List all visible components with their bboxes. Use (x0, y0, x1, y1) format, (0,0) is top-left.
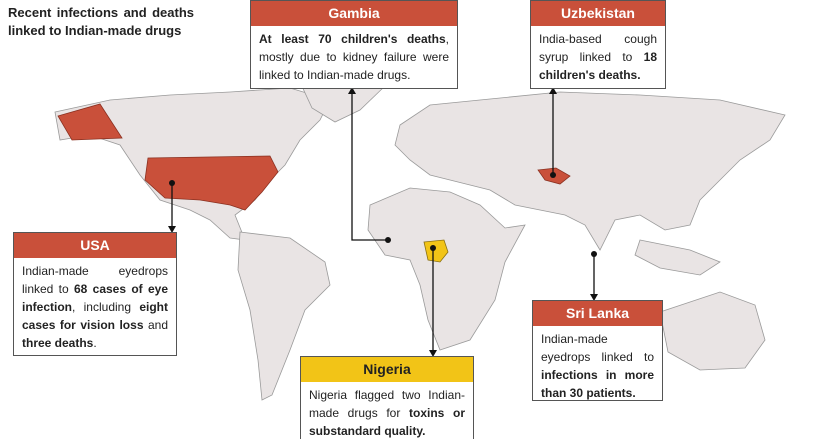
callout-body: Nigeria flagged two Indian-made drugs fo… (301, 382, 473, 439)
arrowhead (348, 87, 356, 94)
arrowhead (549, 87, 557, 94)
marker-dot (169, 180, 175, 186)
body-text: India-based cough syrup linked to (539, 32, 657, 64)
callout-box: USA Indian-made eyedrops linked to 68 cas… (13, 232, 177, 356)
callout-box: Uzbekistan India-based cough syrup linked… (530, 0, 666, 89)
south-america (237, 231, 331, 401)
title: Recent infections and deaths linked to I… (8, 5, 194, 38)
body-text: , including (72, 300, 140, 314)
arrowhead (429, 350, 437, 357)
body-text: , mostly due to kidney failure were link… (259, 32, 449, 82)
bold-text: three deaths (22, 336, 94, 350)
gambia-connector (351, 92, 388, 241)
bold-text: At least 70 children's deaths (259, 32, 446, 46)
callout-box: Gambia At least 70 children's deaths, mos… (250, 0, 458, 89)
usa-highlight (57, 103, 279, 211)
marker-dot (591, 251, 597, 257)
body-text: and (143, 318, 168, 332)
body-text: Indian-made eyedrops linked to (22, 264, 168, 296)
body-text: Indian-made eyedrops linked to (541, 332, 654, 364)
nigeria-highlight (423, 239, 449, 263)
callout-header: USA (14, 233, 176, 258)
callout-body: Indian-made eyedrops linked to 68 cases … (14, 258, 176, 356)
callout-header: Gambia (251, 1, 457, 26)
connectors (168, 87, 598, 357)
bold-text: 68 cases of eye infection (22, 282, 169, 314)
callout-body: At least 70 children's deaths, mostly du… (251, 26, 457, 88)
arrowhead (590, 294, 598, 301)
body-text: Nigeria flagged two Indian-made drugs fo… (309, 388, 465, 420)
arrowhead (168, 226, 176, 233)
bold-text: eight cases for vision loss (22, 300, 168, 332)
marker-dot (430, 245, 436, 251)
callout-header: Sri Lanka (533, 301, 662, 326)
southeast-asia (634, 239, 721, 276)
bold-text: infections in more than 30 patients. (541, 368, 654, 400)
australia (659, 291, 766, 371)
africa (367, 187, 526, 351)
bold-text: toxins or substandard quality. (309, 406, 466, 438)
callout-header: Nigeria (301, 357, 473, 382)
callout-header: Uzbekistan (531, 1, 665, 26)
body-text: . (93, 336, 97, 350)
marker-dot (385, 237, 391, 243)
callout-body: India-based cough syrup linked to 18 chi… (531, 26, 665, 88)
callout-box: Nigeria Nigeria flagged two Indian-made d… (300, 356, 474, 439)
marker-dot (550, 172, 556, 178)
callout-body: Indian-made eyedrops linked to infection… (533, 326, 662, 406)
bold-text: 18 children's deaths. (539, 50, 657, 82)
callout-box: Sri Lanka Indian-made eyedrops linked to … (532, 300, 663, 401)
eurasia (394, 91, 786, 251)
